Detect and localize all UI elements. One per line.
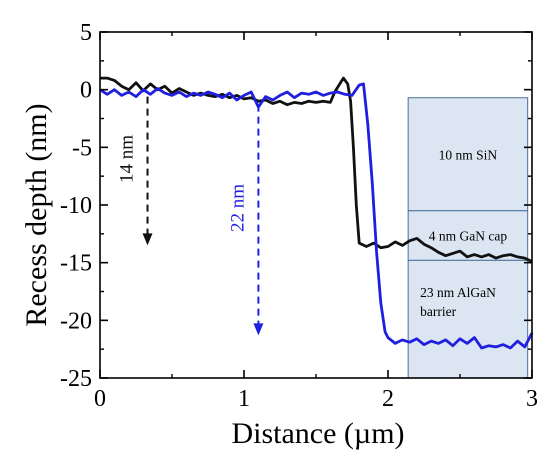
axes: 0 1 2 3 5 0 -5 -10 -15 -20 -25 bbox=[60, 20, 538, 412]
annotation-group: 14 nm 22 nm bbox=[117, 96, 264, 336]
layer-stack: 10 nm SiN 4 nm GaN cap 23 nm AlGaN barrier bbox=[407, 97, 529, 379]
annotation-arrowhead-0 bbox=[142, 233, 153, 246]
layer-label-2: 23 nm AlGaN barrier bbox=[420, 285, 496, 319]
layer-box-1 bbox=[407, 210, 529, 261]
y-tick-label: -25 bbox=[60, 366, 92, 392]
series-line-1 bbox=[99, 82, 534, 350]
x-tick-label: 1 bbox=[238, 386, 250, 412]
y-tick-label: -10 bbox=[60, 193, 92, 219]
annotation-arrowhead-1 bbox=[253, 323, 264, 336]
x-tick-label: 0 bbox=[94, 386, 106, 412]
y-tick-label: 0 bbox=[80, 78, 92, 104]
y-tick-label: -5 bbox=[72, 135, 92, 161]
layer-label-0: 10 nm SiN bbox=[439, 147, 498, 162]
y-tick-label: -15 bbox=[60, 251, 92, 277]
x-axis-label: Distance (µm) bbox=[231, 417, 404, 450]
layer-box-2 bbox=[407, 259, 529, 379]
layer-label-1: 4 nm GaN cap bbox=[429, 229, 508, 244]
series-line-0 bbox=[100, 76, 533, 263]
y-axis-label: Recess depth (nm) bbox=[20, 103, 53, 326]
series-group bbox=[99, 76, 534, 350]
x-tick-label: 3 bbox=[526, 386, 538, 412]
y-tick-label: 5 bbox=[80, 20, 92, 46]
layer-box-0 bbox=[407, 97, 529, 212]
annotation-label-1: 22 nm bbox=[227, 184, 248, 232]
y-tick-label: -20 bbox=[60, 308, 92, 334]
annotation-label-0: 14 nm bbox=[117, 135, 138, 183]
x-tick-label: 2 bbox=[382, 386, 394, 412]
